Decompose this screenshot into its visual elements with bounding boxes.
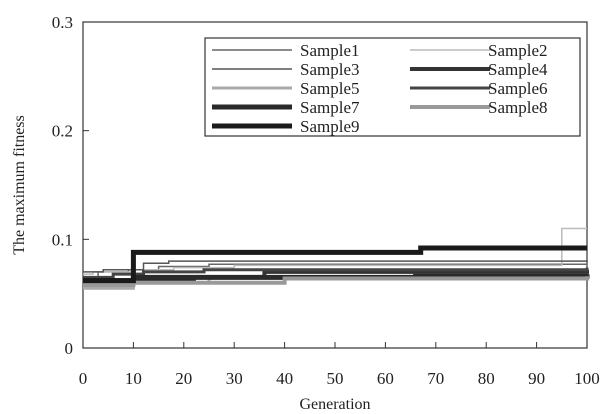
axes-layer: 0 10 20 30 40 50 60 70 80 90 100 0 0.1 0.2 0.3 (52, 13, 600, 388)
x-tick-label: 90 (528, 369, 545, 388)
legend-label-sample1: Sample1 (300, 41, 360, 60)
legend-label-sample2: Sample2 (488, 41, 548, 60)
series-layer (83, 227, 590, 290)
legend-label-sample3: Sample3 (300, 60, 360, 79)
legend-label-sample8: Sample8 (488, 98, 548, 117)
y-tick-label: 0.1 (52, 230, 73, 249)
series-line-sample3 (83, 260, 588, 273)
legend-label-sample6: Sample6 (488, 79, 548, 98)
y-tick-label: 0.2 (52, 122, 73, 141)
x-tick-label: 10 (125, 369, 142, 388)
x-tick-label: 40 (276, 369, 293, 388)
series-line-sample8 (83, 276, 589, 287)
x-axis-title: Generation (299, 396, 370, 413)
legend-label-sample7: Sample7 (300, 98, 360, 117)
y-axis-title: The maximum fitness (11, 115, 28, 255)
series-line-sample6 (83, 267, 589, 279)
x-tick-label: 80 (478, 369, 495, 388)
legend-label-sample4: Sample4 (488, 60, 548, 79)
x-tick-label: 60 (377, 369, 394, 388)
series-line-sample9 (83, 245, 587, 284)
x-tick-label: 50 (327, 369, 344, 388)
legend-label-sample9: Sample9 (300, 117, 360, 136)
x-tick-label: 0 (79, 369, 88, 388)
y-tick-label: 0.3 (52, 13, 73, 32)
x-tick-label: 30 (226, 369, 243, 388)
x-tick-label: 100 (574, 369, 600, 388)
y-tick-label: 0 (65, 339, 74, 358)
legend-label-sample5: Sample5 (300, 79, 360, 98)
x-tick-label: 70 (427, 369, 444, 388)
x-tick-label: 20 (175, 369, 192, 388)
